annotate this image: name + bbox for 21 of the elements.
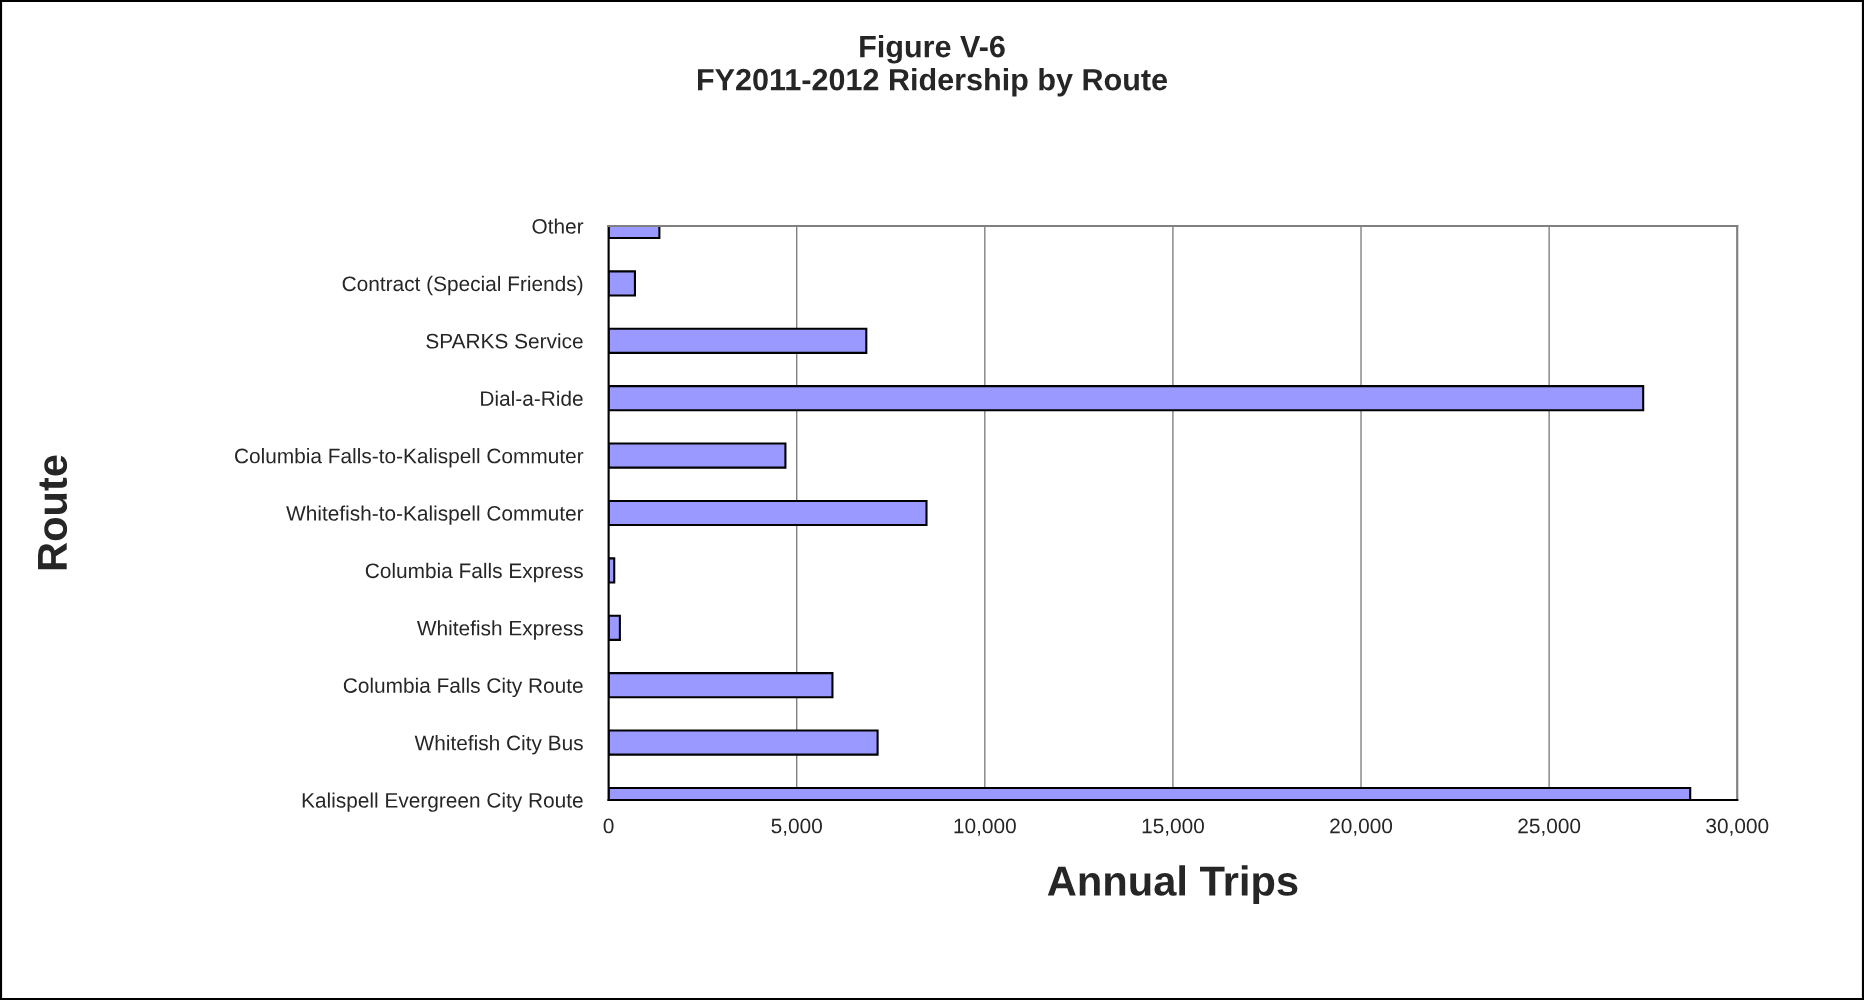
x-tick-label: 25,000 [1518, 818, 1581, 836]
y-tick-label: Kalispell Evergreen City Route [302, 792, 583, 812]
y-tick-label: Whitefish City Bus [414, 735, 583, 755]
x-axis-title: Annual Trips [1047, 865, 1298, 905]
y-tick-label: SPARKS Service [426, 333, 583, 349]
x-tick-label: 15,000 [1142, 818, 1204, 836]
y-tick-label: Other [532, 218, 584, 234]
x-tick-label: 0 [603, 818, 614, 834]
x-tick-label: 30,000 [1706, 818, 1769, 836]
y-tick-label: Columbia Falls Express [365, 562, 583, 583]
x-tick-label: 20,000 [1330, 818, 1393, 836]
x-tick-label: 10,000 [954, 818, 1016, 836]
y-tick-label: Columbia Falls City Route [343, 677, 583, 698]
chart-title: Figure V-6 FY2011-2012 Ridership by Route [698, 35, 1168, 97]
y-tick-label: Whitefish Express [416, 620, 583, 640]
y-axis-title: Route [38, 455, 68, 570]
y-tick-label: Whitefish-to-Kalispell Commuter [286, 505, 584, 525]
x-tick-label: 5,000 [771, 818, 822, 836]
y-tick-label: Dial-a-Ride [481, 390, 583, 406]
y-tick-label: Contract (Special Friends) [342, 275, 583, 296]
y-tick-label: Columbia Falls-to-Kalispell Commuter [235, 448, 584, 468]
